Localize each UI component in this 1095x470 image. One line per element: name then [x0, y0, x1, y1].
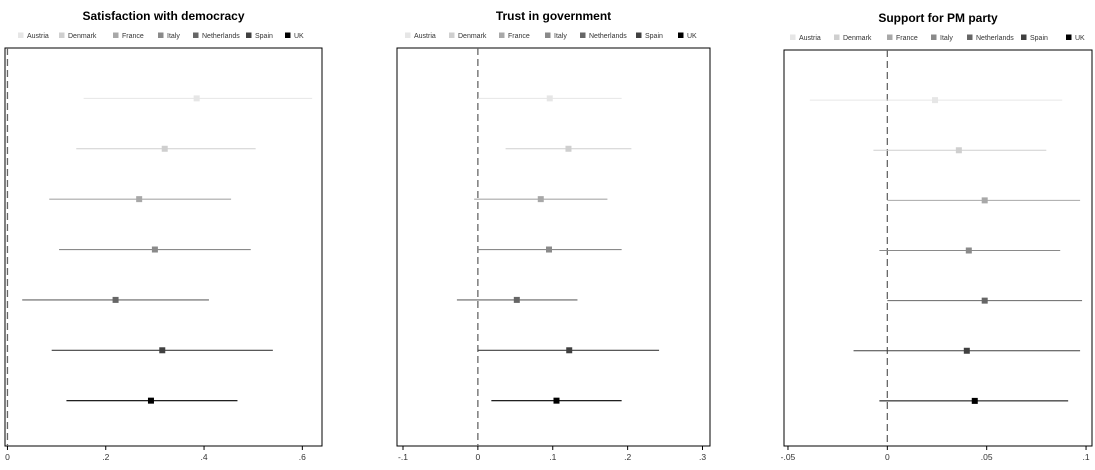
legend-label-france: France	[508, 33, 530, 40]
point-spain	[963, 347, 970, 354]
x-tick-label: .05	[981, 452, 993, 462]
legend-swatch-spain	[636, 32, 642, 38]
legend-label-france: France	[896, 35, 918, 42]
panel-trust-in-government: Trust in government Austria Denmark France…	[396, 9, 711, 462]
point-netherlands	[981, 297, 988, 304]
legend-label-netherlands: Netherlands	[976, 35, 1014, 42]
point-spain	[566, 347, 573, 354]
panel-title: Satisfaction with democracy	[82, 9, 244, 23]
point-france	[981, 197, 988, 204]
point-denmark	[955, 147, 962, 154]
legend-label-italy: Italy	[554, 33, 567, 40]
legend-label-denmark: Denmark	[843, 35, 872, 42]
x-tick-label: -.1	[398, 452, 408, 462]
legend-swatch-italy	[158, 32, 164, 38]
legend-swatch-netherlands	[967, 34, 973, 40]
x-tick-label: .1	[549, 452, 556, 462]
point-uk	[553, 397, 560, 404]
legend-swatch-denmark	[59, 32, 65, 38]
legend-swatch-austria	[790, 34, 796, 40]
point-austria	[193, 95, 200, 102]
plot-frame	[396, 47, 711, 447]
legend-label-uk: UK	[1075, 35, 1085, 42]
plot-area	[456, 48, 660, 446]
legend-label-austria: Austria	[799, 35, 821, 42]
point-france	[136, 196, 143, 203]
legend-swatch-denmark	[449, 32, 455, 38]
legend-swatch-italy	[545, 32, 551, 38]
legend-swatch-spain	[246, 32, 252, 38]
legend-swatch-denmark	[834, 34, 840, 40]
legend-label-spain: Spain	[1030, 35, 1048, 42]
legend-label-italy: Italy	[940, 35, 953, 42]
legend-swatch-uk	[1066, 34, 1072, 40]
legend-swatch-austria	[18, 32, 24, 38]
point-italy	[546, 246, 553, 253]
point-netherlands	[112, 296, 119, 303]
legend-swatch-netherlands	[193, 32, 199, 38]
legend-swatch-netherlands	[580, 32, 586, 38]
point-italy	[965, 247, 972, 254]
point-uk	[971, 397, 978, 404]
x-tick-label: 0	[476, 452, 481, 462]
legend-swatch-france	[887, 34, 893, 40]
x-tick-label: .1	[1082, 452, 1089, 462]
legend-label-netherlands: Netherlands	[589, 33, 627, 40]
x-axis: -.05 0 .05 .1	[781, 446, 1090, 462]
legend-label-spain: Spain	[645, 33, 663, 40]
plot-area	[809, 50, 1083, 446]
point-italy	[151, 246, 158, 253]
x-tick-label: .4	[200, 452, 207, 462]
point-uk	[147, 397, 154, 404]
legend: Austria Denmark France Italy Netherlands Spai…	[790, 34, 1085, 42]
legend-swatch-italy	[931, 34, 937, 40]
x-axis: -.1 0 .1 .2 .3	[398, 446, 706, 462]
x-tick-label: 0	[885, 452, 890, 462]
point-france	[537, 196, 544, 203]
x-tick-label: -.05	[781, 452, 796, 462]
legend-swatch-france	[113, 32, 119, 38]
point-netherlands	[513, 296, 520, 303]
point-austria	[546, 95, 553, 102]
panel-title: Support for PM party	[878, 11, 998, 25]
legend-label-netherlands: Netherlands	[202, 33, 240, 40]
legend-swatch-spain	[1021, 34, 1027, 40]
legend-label-france: France	[122, 33, 144, 40]
point-denmark	[565, 145, 572, 152]
legend-label-denmark: Denmark	[458, 33, 487, 40]
legend-label-uk: UK	[687, 33, 697, 40]
plot-frame	[4, 47, 323, 447]
x-tick-label: .2	[102, 452, 109, 462]
plot-area	[6, 48, 313, 446]
legend-label-austria: Austria	[27, 33, 49, 40]
panel-satisfaction-with-democracy: Satisfaction with democracy Austria Denma…	[4, 9, 323, 462]
x-tick-label: .2	[624, 452, 631, 462]
legend-swatch-uk	[678, 32, 684, 38]
legend-label-spain: Spain	[255, 33, 273, 40]
x-tick-label: .3	[699, 452, 706, 462]
legend-swatch-austria	[405, 32, 411, 38]
panel-title: Trust in government	[496, 9, 611, 23]
legend: Austria Denmark France Italy Netherlands Spai…	[405, 32, 697, 40]
legend-label-austria: Austria	[414, 33, 436, 40]
point-spain	[159, 347, 166, 354]
point-denmark	[161, 145, 168, 152]
x-tick-label: .6	[299, 452, 306, 462]
plot-frame	[783, 49, 1093, 447]
panel-support-for-pm-party: Support for PM party Austria Denmark Franc…	[781, 11, 1093, 462]
point-austria	[932, 97, 939, 104]
legend: Austria Denmark France Italy Netherlands Spai…	[18, 32, 304, 40]
legend-label-italy: Italy	[167, 33, 180, 40]
x-axis: 0 .2 .4 .6	[5, 446, 306, 462]
x-tick-label: 0	[5, 452, 10, 462]
legend-label-uk: UK	[294, 33, 304, 40]
legend-label-denmark: Denmark	[68, 33, 97, 40]
legend-swatch-france	[499, 32, 505, 38]
legend-swatch-uk	[285, 32, 291, 38]
